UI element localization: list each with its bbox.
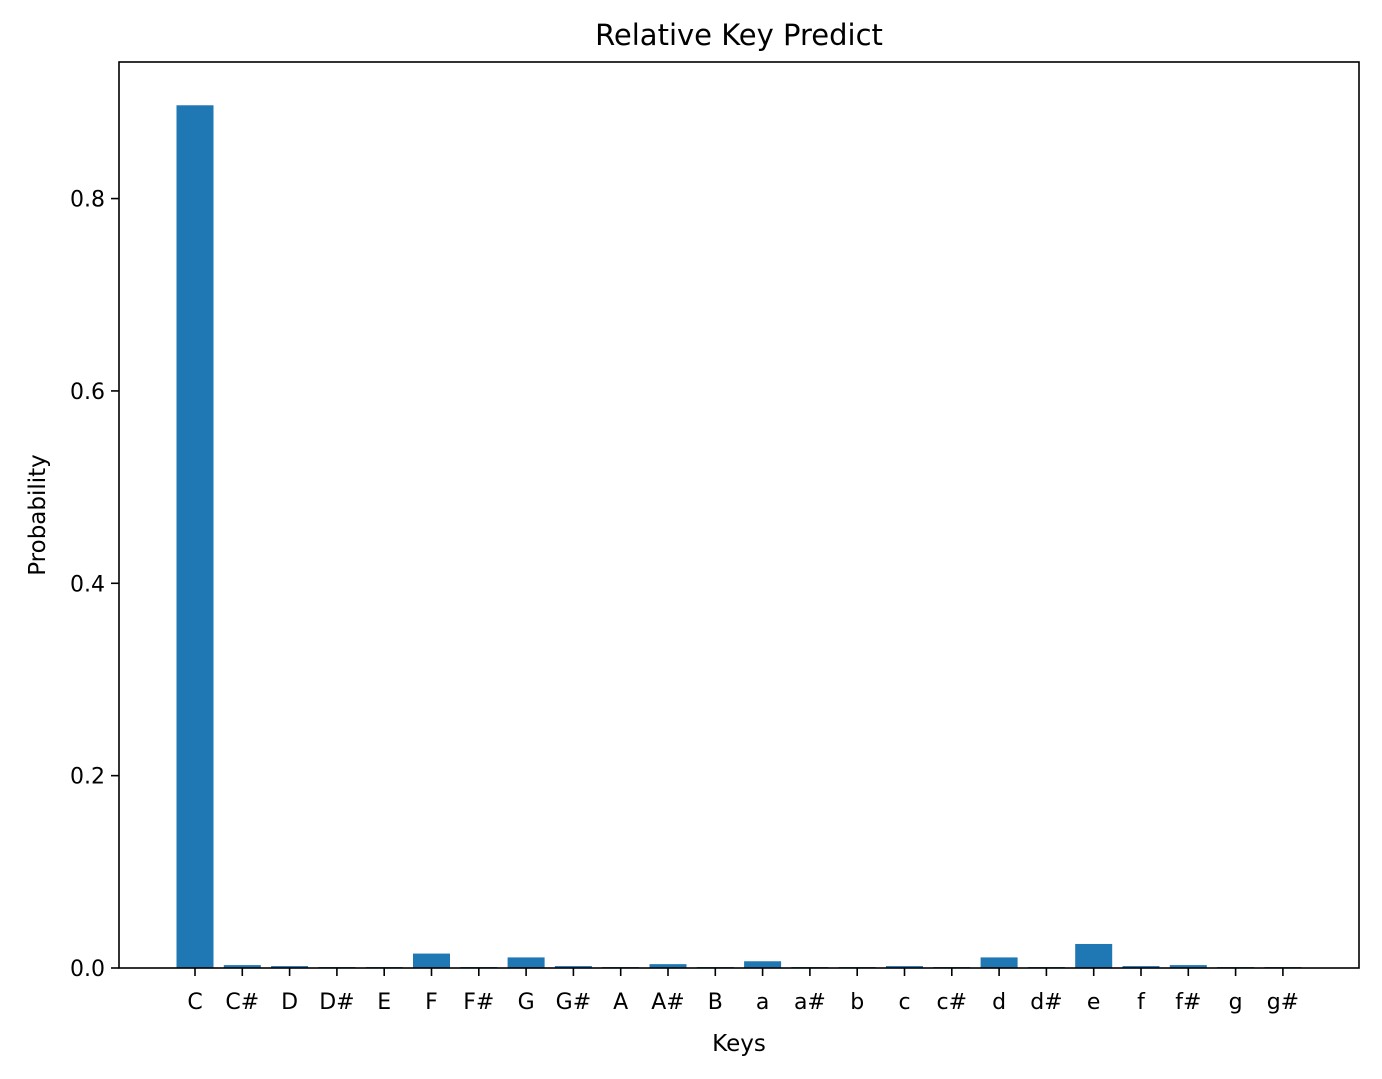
x-tick-label: C# <box>225 990 259 1015</box>
x-tick-label: b <box>850 990 864 1015</box>
x-tick-label: a# <box>794 990 826 1015</box>
x-tick-label: g# <box>1267 990 1299 1015</box>
y-tick-label: 0.2 <box>70 765 105 790</box>
bar-C <box>176 105 214 968</box>
bar-f# <box>1169 965 1207 968</box>
x-tick-label: d# <box>1030 990 1062 1015</box>
bar-G# <box>554 966 592 968</box>
chart-title: Relative Key Predict <box>595 18 883 52</box>
x-tick-label: E <box>377 990 391 1015</box>
y-axis-label: Probability <box>25 454 51 576</box>
bar-c <box>886 966 923 968</box>
bar-G <box>507 957 545 968</box>
x-tick-label: c <box>898 990 910 1015</box>
x-tick-label: G <box>518 990 535 1015</box>
x-tick-label: F# <box>463 990 494 1015</box>
bar-d <box>980 957 1018 968</box>
x-axis-label: Keys <box>712 1031 766 1057</box>
y-tick-label: 0.8 <box>70 188 105 213</box>
y-tick-label: 0.6 <box>70 380 105 405</box>
x-tick-label: C <box>187 990 202 1015</box>
x-tick-label: a <box>756 990 769 1015</box>
x-tick-label: g <box>1229 990 1243 1015</box>
bar-f <box>1122 966 1160 968</box>
bar-C# <box>223 965 261 968</box>
x-tick-label: A# <box>651 990 684 1015</box>
x-tick-label: f <box>1137 990 1146 1015</box>
x-tick-label: D# <box>319 990 354 1015</box>
bar-A# <box>649 964 687 968</box>
bar-e <box>1075 943 1113 968</box>
x-tick-label: f# <box>1175 990 1201 1015</box>
x-tick-label: B <box>708 990 723 1015</box>
bar-F <box>413 953 450 968</box>
y-tick-label: 0.4 <box>70 572 105 597</box>
y-axis: 0.0 0.2 0.4 0.6 0.8 <box>70 188 119 982</box>
x-tick-label: c# <box>937 990 968 1015</box>
x-tick-label: d <box>992 990 1006 1015</box>
plot-area-frame <box>118 61 1360 969</box>
x-tick-label: e <box>1087 990 1101 1015</box>
bar-D <box>271 966 309 968</box>
x-tick-label: D <box>281 990 298 1015</box>
x-tick-label: G# <box>556 990 591 1015</box>
x-tick-label: A <box>613 990 628 1015</box>
bars-group <box>176 105 1302 968</box>
y-tick-label: 0.0 <box>70 957 105 982</box>
x-tick-label: F <box>425 990 438 1015</box>
bar-a <box>744 961 782 968</box>
